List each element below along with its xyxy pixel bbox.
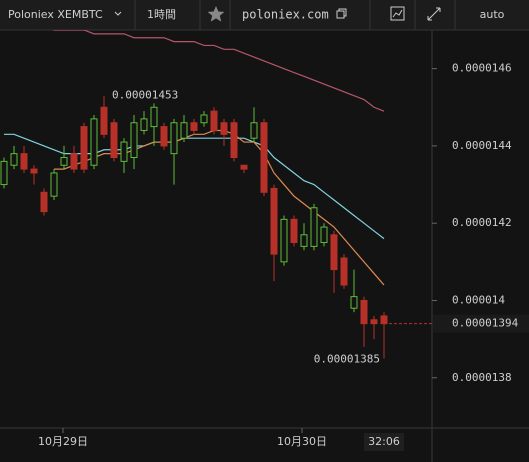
last-price-label: 0.00001394 <box>452 317 519 330</box>
star-icon[interactable] <box>207 6 225 22</box>
candle-body <box>90 118 98 166</box>
y-tick-label: 0.0000142 <box>452 216 512 229</box>
candle-body <box>120 141 128 162</box>
candle-body <box>200 114 208 124</box>
copy-icon-back <box>336 10 345 19</box>
candle-body <box>220 122 228 135</box>
candle-body <box>50 172 58 197</box>
interval[interactable]: 1時間 <box>147 8 176 21</box>
y-tick-label: 0.000014 <box>452 293 505 306</box>
candle-body <box>250 122 258 139</box>
countdown-box <box>364 433 404 451</box>
candle-body <box>150 106 158 128</box>
candle-body <box>330 234 338 271</box>
candle-body <box>140 118 148 131</box>
candle-body <box>40 191 48 213</box>
candle-body <box>270 187 278 255</box>
candle-body <box>160 126 168 147</box>
candle-body <box>340 257 348 286</box>
symbol[interactable]: Poloniex XEMBTC <box>8 8 103 21</box>
candle-body <box>110 122 118 159</box>
candle-body <box>20 153 28 170</box>
candle-body <box>300 234 308 247</box>
candle-body <box>350 296 358 309</box>
scale-mode[interactable]: auto <box>480 8 505 21</box>
candle-body <box>70 153 78 170</box>
candle-body <box>380 315 388 325</box>
high-label: 0.00001453 <box>112 89 178 102</box>
candle-body <box>190 122 198 131</box>
moving-average <box>4 133 385 240</box>
candle-body <box>240 164 248 170</box>
candle-body <box>10 153 18 166</box>
chart-icon[interactable] <box>390 6 405 21</box>
y-tick-label: 0.0000138 <box>452 371 512 384</box>
y-tick-label: 0.0000144 <box>452 139 512 152</box>
candle-body <box>210 110 218 131</box>
candle-body <box>230 122 238 159</box>
candle-body <box>170 122 178 155</box>
dropdown-icon[interactable] <box>114 11 122 16</box>
plot <box>0 30 388 359</box>
x-tick-label: 10月29日 <box>38 435 88 448</box>
candle-body <box>0 160 8 186</box>
candle-body <box>60 157 68 166</box>
candle-body <box>100 106 108 135</box>
moving-average <box>54 129 385 286</box>
x-tick-label: 10月30日 <box>277 435 327 448</box>
candle-body <box>260 122 268 193</box>
candle-body <box>360 299 368 325</box>
last-price-box <box>433 314 529 333</box>
fullscreen-icon[interactable] <box>427 7 441 21</box>
candle-body <box>290 218 298 244</box>
candle-body <box>370 319 378 325</box>
candle-body <box>280 218 288 263</box>
y-tick-label: 0.0000146 <box>452 62 512 75</box>
low-label: 0.00001385 <box>314 352 380 365</box>
candle-body <box>80 126 88 170</box>
candle-body <box>310 207 318 247</box>
chart-icon-line <box>392 9 403 18</box>
candle-body <box>130 122 138 159</box>
candle-body <box>320 226 328 244</box>
candle-body <box>180 122 188 139</box>
toolbar <box>0 0 529 30</box>
site[interactable]: poloniex.com <box>242 8 329 22</box>
moving-average <box>52 30 385 112</box>
candle-body <box>30 168 38 174</box>
countdown: 32:06 <box>368 435 400 448</box>
